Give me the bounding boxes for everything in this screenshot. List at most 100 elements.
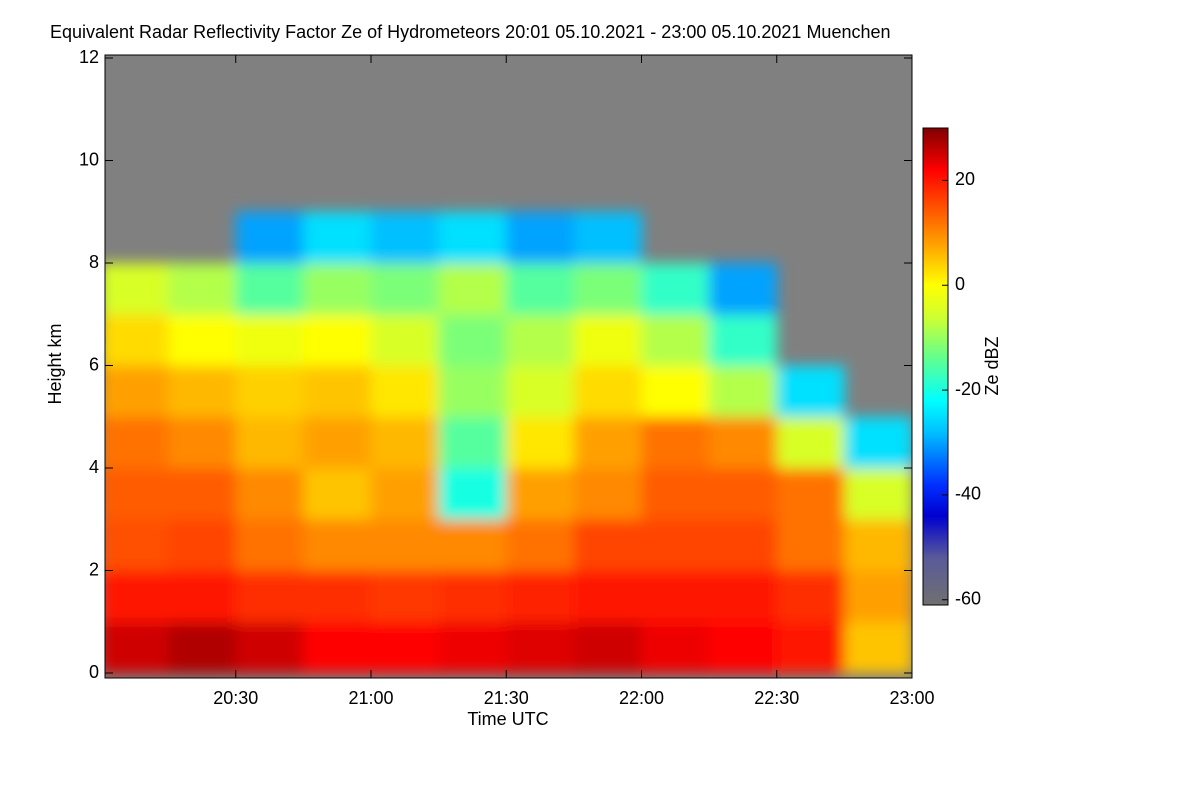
heatmap-cell xyxy=(844,621,912,674)
heatmap-cell xyxy=(303,519,372,571)
heatmap-cell xyxy=(370,365,440,418)
heatmap-cell xyxy=(776,468,845,520)
y-tick-label: 10 xyxy=(79,149,99,169)
heatmap-cell xyxy=(844,570,912,623)
heatmap-cell xyxy=(573,211,642,264)
heatmap-cell xyxy=(709,570,778,623)
heatmap-cell xyxy=(573,314,642,366)
heatmap-cell xyxy=(776,519,845,571)
heatmap-cell xyxy=(641,365,710,418)
x-tick-label: 20:30 xyxy=(213,688,258,708)
heatmap-cell xyxy=(709,314,778,366)
colorbar xyxy=(922,127,949,606)
y-tick-label: 2 xyxy=(89,559,99,579)
heatmap-cell xyxy=(641,468,710,520)
heatmap-cell xyxy=(438,211,507,264)
y-axis-label: Height km xyxy=(45,323,65,404)
heatmap-cell xyxy=(641,621,710,674)
heatmap-cell xyxy=(168,365,237,418)
heatmap-cell xyxy=(235,621,304,674)
heatmap-cell xyxy=(844,519,912,571)
y-tick-label: 0 xyxy=(89,662,99,682)
x-tick-label: 22:00 xyxy=(619,688,664,708)
heatmap-cell xyxy=(105,314,169,366)
heatmap-cell xyxy=(709,621,778,674)
heatmap-cell xyxy=(105,519,169,571)
x-axis-label: Time UTC xyxy=(467,709,548,729)
heatmap-cell xyxy=(105,263,169,315)
heatmap-cell xyxy=(105,621,169,674)
heatmap-cell xyxy=(370,263,440,315)
heatmap-cell xyxy=(105,416,169,469)
heatmap-cell xyxy=(235,314,304,366)
heatmap-cell xyxy=(370,570,440,623)
y-tick-label: 12 xyxy=(79,47,99,67)
heatmap-cell xyxy=(506,570,575,623)
plot-frame xyxy=(104,54,913,679)
heatmap-cell xyxy=(506,365,575,418)
heatmap-cell xyxy=(370,519,440,571)
heatmap-cell xyxy=(506,468,575,520)
heatmap-cell xyxy=(506,263,575,315)
heatmap-cell xyxy=(370,314,440,366)
colorbar-tick-label: -60 xyxy=(955,589,981,609)
heatmap-cell xyxy=(235,519,304,571)
heatmap-cell xyxy=(573,365,642,418)
heatmap-cell xyxy=(573,468,642,520)
heatmap-cell xyxy=(303,570,372,623)
colorbar-tick-label: -40 xyxy=(955,484,981,504)
heatmap-cell xyxy=(641,314,710,366)
heatmap-cell xyxy=(235,468,304,520)
heatmap-cell xyxy=(438,365,507,418)
heatmap-cell xyxy=(168,519,237,571)
heatmap-cell xyxy=(235,416,304,469)
heatmap-cell xyxy=(438,416,507,469)
heatmap-cell xyxy=(168,468,237,520)
heatmap-cell xyxy=(776,621,845,674)
heatmap-cell xyxy=(303,468,372,520)
heatmap-cell xyxy=(573,263,642,315)
heatmap-cell xyxy=(506,416,575,469)
heatmap-cell xyxy=(438,519,507,571)
x-tick-label: 23:00 xyxy=(889,688,934,708)
chart-title: Equivalent Radar Reflectivity Factor Ze … xyxy=(50,22,891,42)
y-tick-label: 8 xyxy=(89,252,99,272)
heatmap-cell xyxy=(776,416,845,469)
heatmap-cell xyxy=(168,263,237,315)
heatmap-cell xyxy=(506,314,575,366)
heatmap-cell xyxy=(303,314,372,366)
heatmap-cell xyxy=(844,468,912,520)
heatmap-cell xyxy=(438,570,507,623)
heatmap-cell xyxy=(776,570,845,623)
heatmap-cells xyxy=(105,211,912,674)
heatmap-cell xyxy=(370,211,440,264)
heatmap-cell xyxy=(303,416,372,469)
heatmap-cell xyxy=(235,263,304,315)
heatmap-cell xyxy=(235,211,304,264)
heatmap-cell xyxy=(709,263,778,315)
heatmap-cell xyxy=(506,211,575,264)
heatmap-cell xyxy=(573,570,642,623)
plot-area xyxy=(105,55,912,678)
colorbar-tick-label: -20 xyxy=(955,379,981,399)
heatmap-cell xyxy=(303,365,372,418)
heatmap-cell xyxy=(438,621,507,674)
heatmap-cell xyxy=(370,621,440,674)
heatmap-cell xyxy=(370,416,440,469)
heatmap-cell xyxy=(573,519,642,571)
heatmap-cell xyxy=(168,570,237,623)
heatmap-cell xyxy=(573,621,642,674)
heatmap-cell xyxy=(844,416,912,469)
heatmap-cell xyxy=(303,621,372,674)
x-tick-label: 21:30 xyxy=(484,688,529,708)
heatmap-cell xyxy=(776,365,845,418)
heatmap-cell xyxy=(641,416,710,469)
heatmap-cell xyxy=(303,263,372,315)
x-tick-label: 22:30 xyxy=(754,688,799,708)
x-tick-label: 21:00 xyxy=(348,688,393,708)
heatmap-cell xyxy=(641,570,710,623)
heatmap-cell xyxy=(105,468,169,520)
y-tick-label: 4 xyxy=(89,457,99,477)
heatmap-cell xyxy=(641,519,710,571)
